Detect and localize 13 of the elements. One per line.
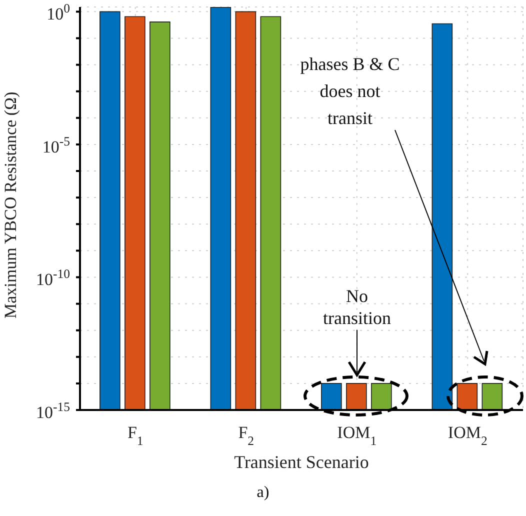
annotation: phases B & C does not transit [300, 54, 400, 128]
y-tick-label: 10$^{-5}$ [42, 134, 70, 156]
x-tick-label: F$_{1}$ [127, 423, 144, 448]
y-axis-title: Maximum YBCO Resistance (Ω) [1, 92, 20, 318]
text: a) [256, 484, 270, 501]
annotation: No transition [323, 286, 391, 328]
y-tick-label: 10$^{-15}$ [36, 400, 70, 422]
x-tick-label: F$_{2}$ [238, 423, 254, 448]
y-tick-label: 10$^{0}$ [46, 2, 70, 24]
y-tick-label: 10$^{-10}$ [36, 267, 70, 290]
x-axis-title: Transient Scenario [234, 452, 369, 472]
x-tick-label: IOM$_{2}$ [448, 423, 488, 448]
x-tick-label: IOM$_{1}$ [337, 423, 377, 448]
